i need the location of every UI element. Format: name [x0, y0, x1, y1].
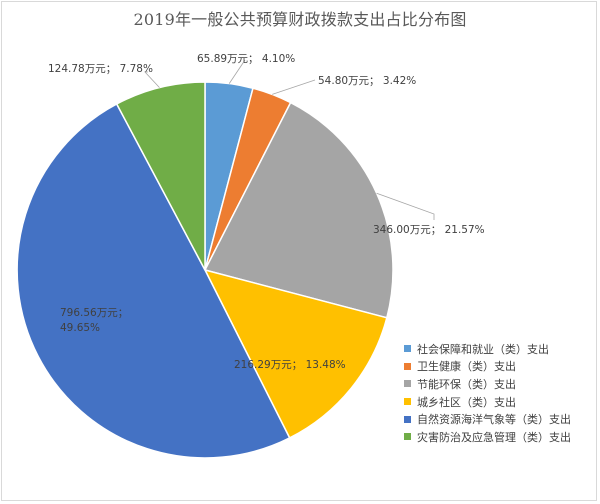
data-labels: 65.89万元； 4.10% 54.80万元； 3.42% 346.00万元； 21… [48, 53, 485, 371]
data-label-health: 54.80万元； 3.42% [318, 75, 416, 87]
legend-label-health: 卫生健康（类）支出 [417, 360, 516, 374]
legend-item-natural-resources: 自然资源海洋气象等（类）支出 [404, 410, 596, 428]
legend-label-disaster-prevention: 灾害防治及应急管理（类）支出 [417, 430, 571, 444]
legend-swatch-urban-rural [404, 398, 411, 406]
legend-label-natural-resources: 自然资源海洋气象等（类）支出 [417, 413, 571, 427]
pie-slice-urban-rural [203, 268, 388, 439]
legend-item-social-security: 社会保障和就业（类）支出 [404, 340, 596, 358]
legend-item-health: 卫生健康（类）支出 [404, 358, 596, 376]
data-label-natural-resources: 796.56万元； 49.65% [60, 307, 128, 334]
pie-slice-natural-resources [16, 102, 291, 459]
leader-line-energy-environment [376, 192, 435, 220]
legend-swatch-disaster-prevention [404, 433, 411, 441]
data-label-energy-environment: 346.00万元； 21.57% [373, 224, 485, 236]
legend-swatch-natural-resources [404, 415, 411, 423]
data-label-urban-rural: 216.29万元； 13.48% [234, 359, 346, 371]
leader-line-disaster-prevention [144, 71, 160, 88]
pie-slice-energy-environment [203, 101, 394, 319]
leader-lines [144, 59, 435, 220]
legend-label-social-security: 社会保障和就业（类）支出 [417, 342, 549, 356]
legend-item-energy-environment: 节能环保（类）支出 [404, 375, 596, 393]
legend-item-disaster-prevention: 灾害防治及应急管理（类）支出 [404, 428, 596, 446]
pie-slice-disaster-prevention [115, 81, 206, 271]
data-label-disaster-prevention: 124.78万元； 7.78% [48, 63, 153, 75]
chart-legend: 社会保障和就业（类）支出 卫生健康（类）支出 节能环保（类）支出 城乡社区（类）支出自… [404, 340, 596, 446]
pie-slices [16, 81, 394, 459]
legend-item-urban-rural: 城乡社区（类）支出 [404, 393, 596, 411]
leader-line-social-security [228, 59, 246, 84]
legend-swatch-social-security [404, 345, 411, 353]
legend-label-urban-rural: 城乡社区（类）支出 [417, 395, 516, 409]
data-label-social-security: 65.89万元； 4.10% [197, 53, 295, 65]
legend-label-energy-environment: 节能环保（类）支出 [417, 377, 516, 391]
legend-swatch-health [404, 362, 411, 370]
legend-swatch-energy-environment [404, 380, 411, 388]
chart-title: 2019年一般公共预算财政拨款支出占比分布图 [133, 10, 467, 29]
leader-line-health [272, 79, 316, 95]
